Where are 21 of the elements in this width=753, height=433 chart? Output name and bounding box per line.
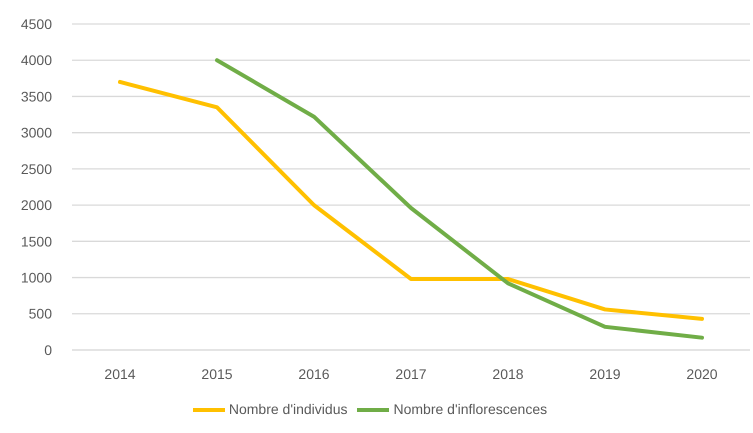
- legend-label: Nombre d'individus: [228, 401, 348, 418]
- y-tick-label: 0: [44, 342, 52, 358]
- y-tick-label: 1000: [20, 270, 52, 286]
- x-tick-label: 2019: [589, 366, 621, 382]
- y-tick-label: 3500: [20, 88, 52, 104]
- y-tick-label: 2500: [20, 160, 52, 177]
- x-tick-label: 2018: [492, 366, 524, 382]
- x-tick-label: 2014: [104, 366, 136, 382]
- y-tick-label: 2000: [20, 197, 52, 214]
- line-series: [118, 80, 704, 321]
- x-tick-label: 2016: [298, 366, 330, 382]
- x-tick-label: 2015: [201, 366, 233, 382]
- y-tick-label: 4000: [20, 52, 52, 68]
- y-tick-label: 3000: [20, 124, 52, 141]
- y-tick-label: 1500: [20, 233, 52, 250]
- x-tick-label: 2017: [395, 366, 427, 382]
- legend-label: Nombre d'inflorescences: [393, 401, 548, 418]
- y-tick-label: 500: [28, 306, 52, 322]
- x-tick-label: 2020: [686, 366, 718, 382]
- line-series: [215, 58, 704, 340]
- y-tick-label: 4500: [20, 16, 52, 32]
